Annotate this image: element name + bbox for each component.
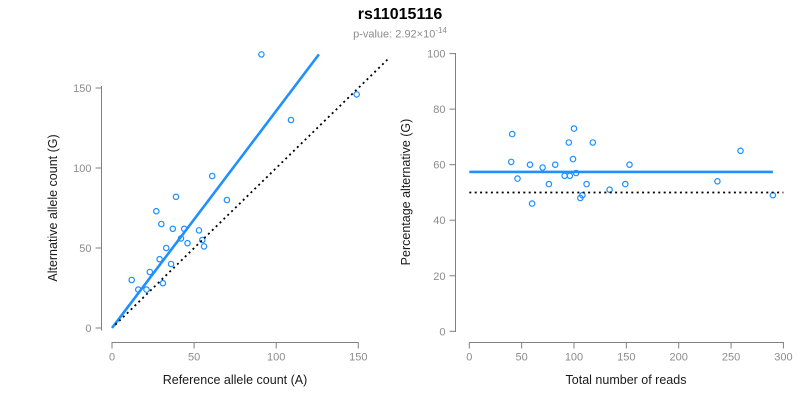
y-tick-label: 50 bbox=[79, 243, 91, 255]
y-tick-label: 60 bbox=[433, 160, 445, 172]
y-tick-label: 20 bbox=[433, 271, 445, 283]
data-point bbox=[539, 164, 546, 171]
data-point bbox=[156, 255, 163, 263]
data-point bbox=[576, 194, 584, 202]
data-point bbox=[545, 180, 553, 188]
data-point bbox=[551, 161, 559, 169]
y-tick-label: 100 bbox=[427, 49, 445, 61]
right-scatter-plot: 0 20 40 60 80 100 0 50 100 150 200 250 300 Total numb… bbox=[399, 49, 793, 387]
data-point bbox=[169, 225, 177, 233]
x-tick-label: 0 bbox=[109, 352, 115, 364]
data-point bbox=[737, 147, 744, 155]
data-point bbox=[514, 175, 521, 182]
data-point bbox=[128, 276, 136, 284]
x-tick-label: 100 bbox=[267, 352, 285, 364]
y-tick-label: 80 bbox=[433, 104, 445, 116]
x-tick-label: 200 bbox=[670, 352, 688, 364]
data-point bbox=[626, 161, 633, 169]
data-point bbox=[507, 158, 515, 166]
data-point bbox=[566, 172, 574, 180]
x-tick-label: 150 bbox=[617, 352, 635, 364]
data-point bbox=[570, 125, 578, 132]
data-point bbox=[172, 193, 180, 201]
data-point bbox=[162, 244, 170, 252]
x-tick-label: 300 bbox=[774, 352, 792, 364]
y-tick-label: 0 bbox=[85, 323, 91, 335]
y-tick-label: 0 bbox=[439, 326, 445, 338]
data-point bbox=[621, 180, 629, 188]
data-point bbox=[714, 178, 721, 185]
pvalue-exponent: -14 bbox=[435, 26, 447, 35]
data-point bbox=[223, 196, 231, 204]
y-tick-label: 40 bbox=[433, 215, 445, 227]
pvalue-text: p-value: 2.92×10 bbox=[353, 28, 436, 41]
data-point bbox=[526, 161, 534, 169]
x-tick-label: 0 bbox=[466, 352, 472, 364]
data-point bbox=[353, 91, 361, 98]
data-point bbox=[583, 180, 590, 188]
data-point bbox=[565, 139, 573, 146]
left-scatter-plot: 0 50 100 150 0 50 100 150 Reference allele count… bbox=[46, 51, 389, 387]
plot-subtitle: p-value: 2.92×10-14 bbox=[0, 26, 800, 41]
data-point bbox=[528, 200, 536, 207]
data-point bbox=[158, 220, 165, 228]
plot-title: rs11015116 bbox=[357, 6, 443, 23]
x-tick-label: 50 bbox=[188, 352, 200, 364]
identity-line bbox=[114, 58, 389, 326]
y-tick-label: 100 bbox=[73, 163, 91, 175]
data-point bbox=[508, 130, 516, 138]
x-axis-title: Reference allele count (A) bbox=[163, 373, 308, 387]
x-tick-label: 100 bbox=[565, 352, 583, 364]
y-tick-label: 150 bbox=[73, 83, 91, 95]
data-point bbox=[146, 268, 154, 276]
data-point bbox=[208, 172, 216, 180]
x-axis-title: Total number of reads bbox=[566, 373, 687, 387]
x-tick-label: 50 bbox=[516, 352, 528, 364]
data-point bbox=[167, 260, 175, 268]
data-point bbox=[159, 279, 167, 287]
data-point bbox=[195, 227, 203, 234]
data-point bbox=[589, 139, 597, 146]
y-axis-title: Alternative allele count (G) bbox=[46, 134, 60, 281]
x-tick-label: 250 bbox=[722, 352, 740, 364]
data-point bbox=[258, 51, 265, 58]
data-point bbox=[569, 155, 577, 163]
y-axis-title: Percentage alternative (G) bbox=[399, 119, 413, 266]
data-point bbox=[143, 286, 150, 293]
data-point bbox=[287, 116, 295, 124]
data-point bbox=[153, 207, 160, 215]
x-tick-label: 150 bbox=[349, 352, 367, 364]
data-point bbox=[200, 243, 208, 250]
data-point bbox=[606, 186, 613, 194]
data-point bbox=[184, 239, 191, 247]
data-point bbox=[561, 172, 568, 180]
regression-line bbox=[110, 53, 320, 329]
data-point bbox=[199, 236, 206, 244]
